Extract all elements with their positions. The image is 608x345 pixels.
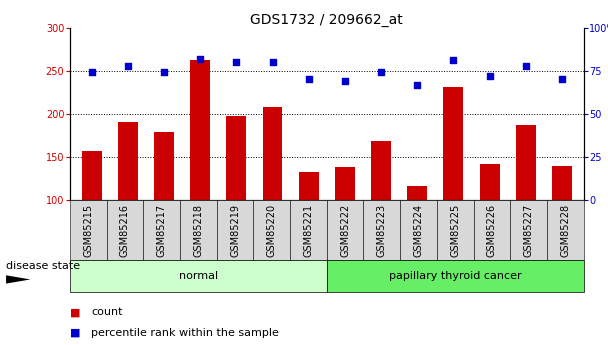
Text: GSM85224: GSM85224: [413, 204, 424, 257]
Text: GSM85217: GSM85217: [157, 204, 167, 257]
Bar: [299, 171, 319, 200]
Bar: [371, 141, 391, 200]
Text: normal: normal: [179, 271, 218, 281]
Text: percentile rank within the sample: percentile rank within the sample: [91, 328, 279, 338]
Point: [557, 77, 567, 82]
Bar: [443, 87, 463, 200]
Bar: [335, 167, 355, 200]
Text: GSM85227: GSM85227: [523, 204, 534, 257]
Bar: [480, 164, 500, 200]
Bar: [81, 151, 102, 200]
Bar: [226, 117, 246, 200]
Text: GSM85222: GSM85222: [340, 204, 350, 257]
Polygon shape: [6, 275, 30, 284]
Point: [232, 59, 241, 65]
Bar: [190, 60, 210, 200]
Point: [87, 70, 97, 75]
Title: GDS1732 / 209662_at: GDS1732 / 209662_at: [250, 12, 403, 27]
Text: GSM85221: GSM85221: [303, 204, 314, 257]
Text: GSM85226: GSM85226: [487, 204, 497, 257]
Point: [195, 56, 205, 61]
Text: papillary thyroid cancer: papillary thyroid cancer: [389, 271, 522, 281]
Text: GSM85215: GSM85215: [83, 204, 93, 257]
Bar: [118, 122, 138, 200]
Point: [159, 70, 169, 75]
Text: GSM85218: GSM85218: [193, 204, 203, 257]
Text: GSM85225: GSM85225: [451, 204, 460, 257]
Text: GSM85216: GSM85216: [120, 204, 130, 257]
Point: [412, 82, 422, 87]
Text: ■: ■: [70, 307, 80, 317]
Bar: [154, 132, 174, 200]
Point: [123, 63, 133, 68]
Point: [449, 58, 458, 63]
Bar: [516, 125, 536, 200]
Point: [376, 70, 386, 75]
Point: [304, 77, 314, 82]
Point: [268, 59, 277, 65]
Text: GSM85228: GSM85228: [561, 204, 570, 257]
Point: [521, 63, 531, 68]
Bar: [407, 186, 427, 200]
Text: GSM85220: GSM85220: [267, 204, 277, 257]
Text: count: count: [91, 307, 123, 317]
Text: ■: ■: [70, 328, 80, 338]
Point: [340, 78, 350, 84]
Point: [485, 73, 494, 79]
Text: GSM85219: GSM85219: [230, 204, 240, 257]
Bar: [263, 107, 283, 200]
Text: disease state: disease state: [6, 261, 80, 270]
Bar: [552, 166, 572, 200]
Text: GSM85223: GSM85223: [377, 204, 387, 257]
